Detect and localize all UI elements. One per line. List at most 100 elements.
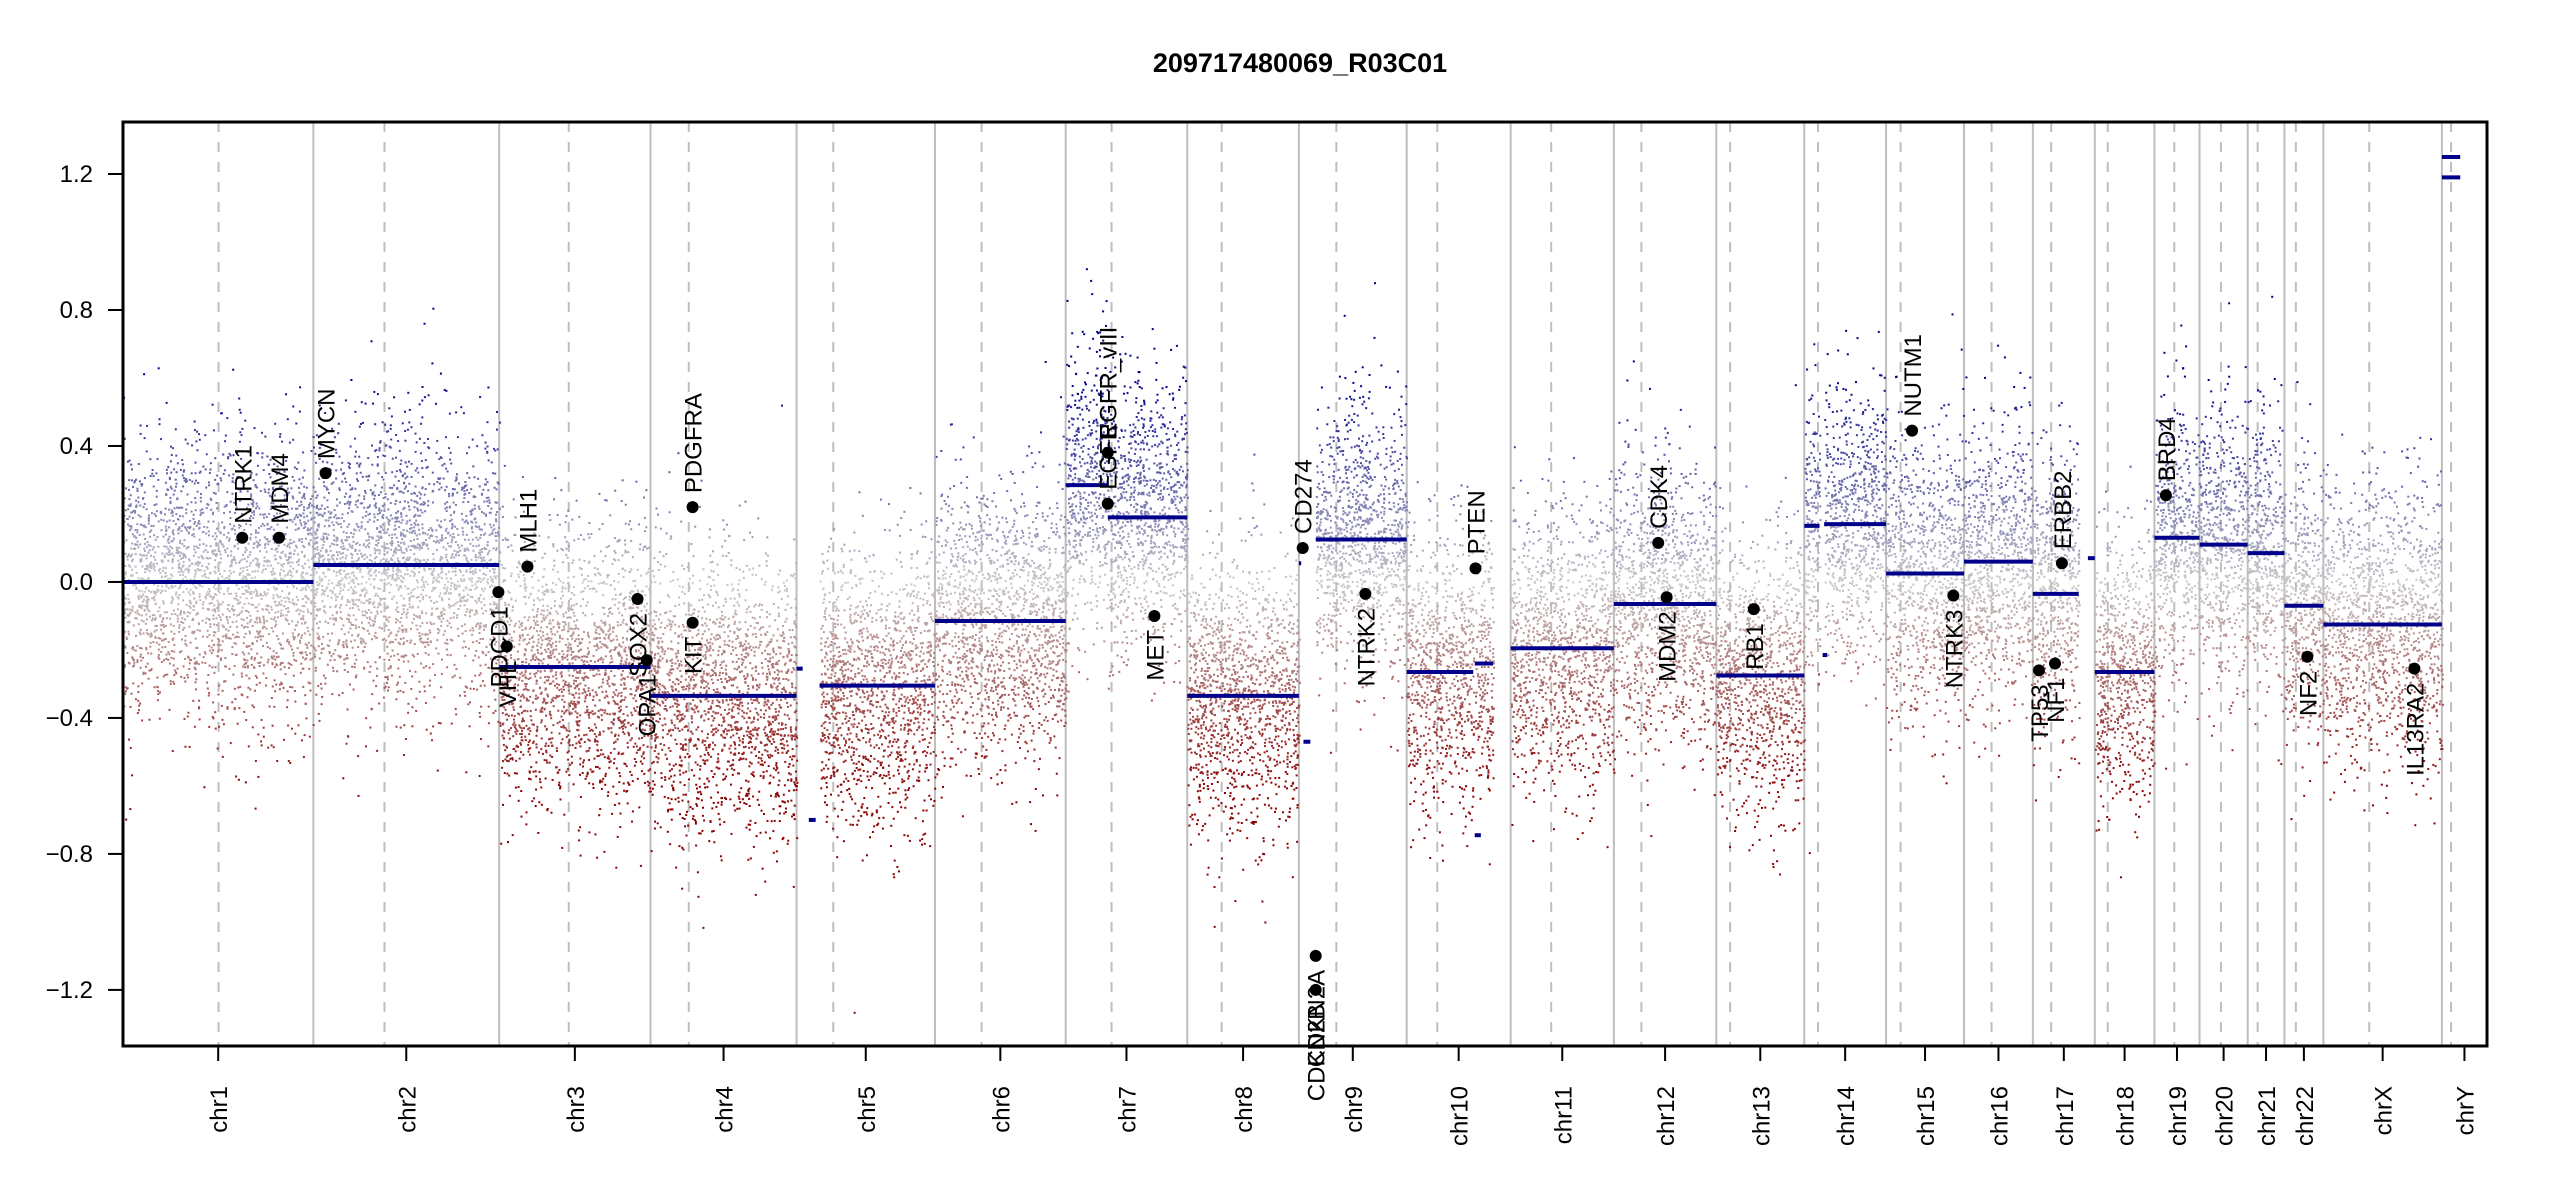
probe-point	[199, 585, 201, 587]
probe-point	[261, 719, 263, 721]
probe-point	[179, 624, 181, 626]
probe-point	[441, 537, 443, 539]
probe-point	[194, 569, 196, 571]
probe-point	[193, 605, 195, 607]
probe-point	[577, 677, 579, 679]
probe-point	[455, 567, 457, 569]
probe-point	[213, 429, 215, 431]
probe-point	[179, 651, 181, 653]
probe-point	[204, 596, 206, 598]
probe-point	[627, 802, 629, 804]
probe-point	[310, 602, 312, 604]
probe-point	[612, 631, 614, 633]
probe-point	[390, 665, 392, 667]
probe-point	[217, 651, 219, 653]
probe-point	[357, 553, 359, 555]
probe-point	[321, 652, 323, 654]
probe-point	[400, 513, 402, 515]
probe-point	[331, 633, 333, 635]
probe-point	[357, 559, 359, 561]
probe-point	[285, 601, 287, 603]
probe-point	[246, 660, 248, 662]
probe-point	[347, 601, 349, 603]
probe-point	[638, 806, 640, 808]
probe-point	[365, 642, 367, 644]
probe-point	[346, 577, 348, 579]
probe-point	[251, 704, 253, 706]
probe-point	[137, 685, 139, 687]
probe-point	[480, 706, 482, 708]
probe-point	[492, 472, 494, 474]
probe-point	[622, 728, 624, 730]
probe-point	[398, 589, 400, 591]
probe-point	[381, 628, 383, 630]
probe-point	[433, 540, 435, 542]
probe-point	[411, 725, 413, 727]
probe-point	[407, 660, 409, 662]
probe-point	[288, 760, 290, 762]
probe-point	[172, 558, 174, 560]
probe-point	[128, 633, 130, 635]
probe-point	[593, 645, 595, 647]
probe-point	[279, 433, 281, 435]
probe-point	[219, 644, 221, 646]
probe-point	[144, 503, 146, 505]
probe-point	[331, 693, 333, 695]
probe-point	[298, 564, 300, 566]
probe-point	[285, 618, 287, 620]
probe-point	[250, 604, 252, 606]
probe-point	[209, 626, 211, 628]
probe-point	[411, 607, 413, 609]
probe-point	[348, 523, 350, 525]
probe-point	[417, 606, 419, 608]
probe-point	[303, 486, 305, 488]
probe-point	[168, 538, 170, 540]
probe-point	[377, 519, 379, 521]
probe-point	[370, 574, 372, 576]
probe-point	[563, 706, 565, 708]
probe-point	[446, 587, 448, 589]
probe-point	[627, 742, 629, 744]
probe-point	[170, 623, 172, 625]
probe-point	[605, 691, 607, 693]
probe-point	[323, 537, 325, 539]
probe-point	[303, 521, 305, 523]
probe-point	[210, 596, 212, 598]
probe-point	[305, 643, 307, 645]
probe-point	[212, 550, 214, 552]
probe-point	[273, 597, 275, 599]
probe-point	[481, 548, 483, 550]
probe-point	[172, 681, 174, 683]
probe-point	[287, 620, 289, 622]
probe-point	[303, 495, 305, 497]
probe-point	[182, 523, 184, 525]
probe-point	[205, 487, 207, 489]
probe-point	[313, 486, 315, 488]
probe-point	[224, 469, 226, 471]
probe-point	[540, 787, 542, 789]
probe-point	[469, 701, 471, 703]
probe-point	[277, 551, 279, 553]
probe-point	[184, 681, 186, 683]
probe-point	[319, 576, 321, 578]
probe-point	[216, 507, 218, 509]
probe-point	[646, 585, 648, 587]
probe-point	[540, 647, 542, 649]
probe-point	[479, 569, 481, 571]
probe-point	[305, 703, 307, 705]
probe-point	[259, 514, 261, 516]
probe-point	[277, 616, 279, 618]
probe-point	[365, 745, 367, 747]
probe-point	[314, 521, 316, 523]
probe-point	[323, 533, 325, 535]
probe-point	[130, 503, 132, 505]
probe-point	[167, 651, 169, 653]
probe-point	[548, 637, 550, 639]
probe-point	[618, 781, 620, 783]
probe-point	[624, 540, 626, 542]
probe-point	[329, 618, 331, 620]
probe-point	[287, 544, 289, 546]
probe-point	[637, 749, 639, 751]
probe-point	[470, 488, 472, 490]
probe-point	[212, 614, 214, 616]
